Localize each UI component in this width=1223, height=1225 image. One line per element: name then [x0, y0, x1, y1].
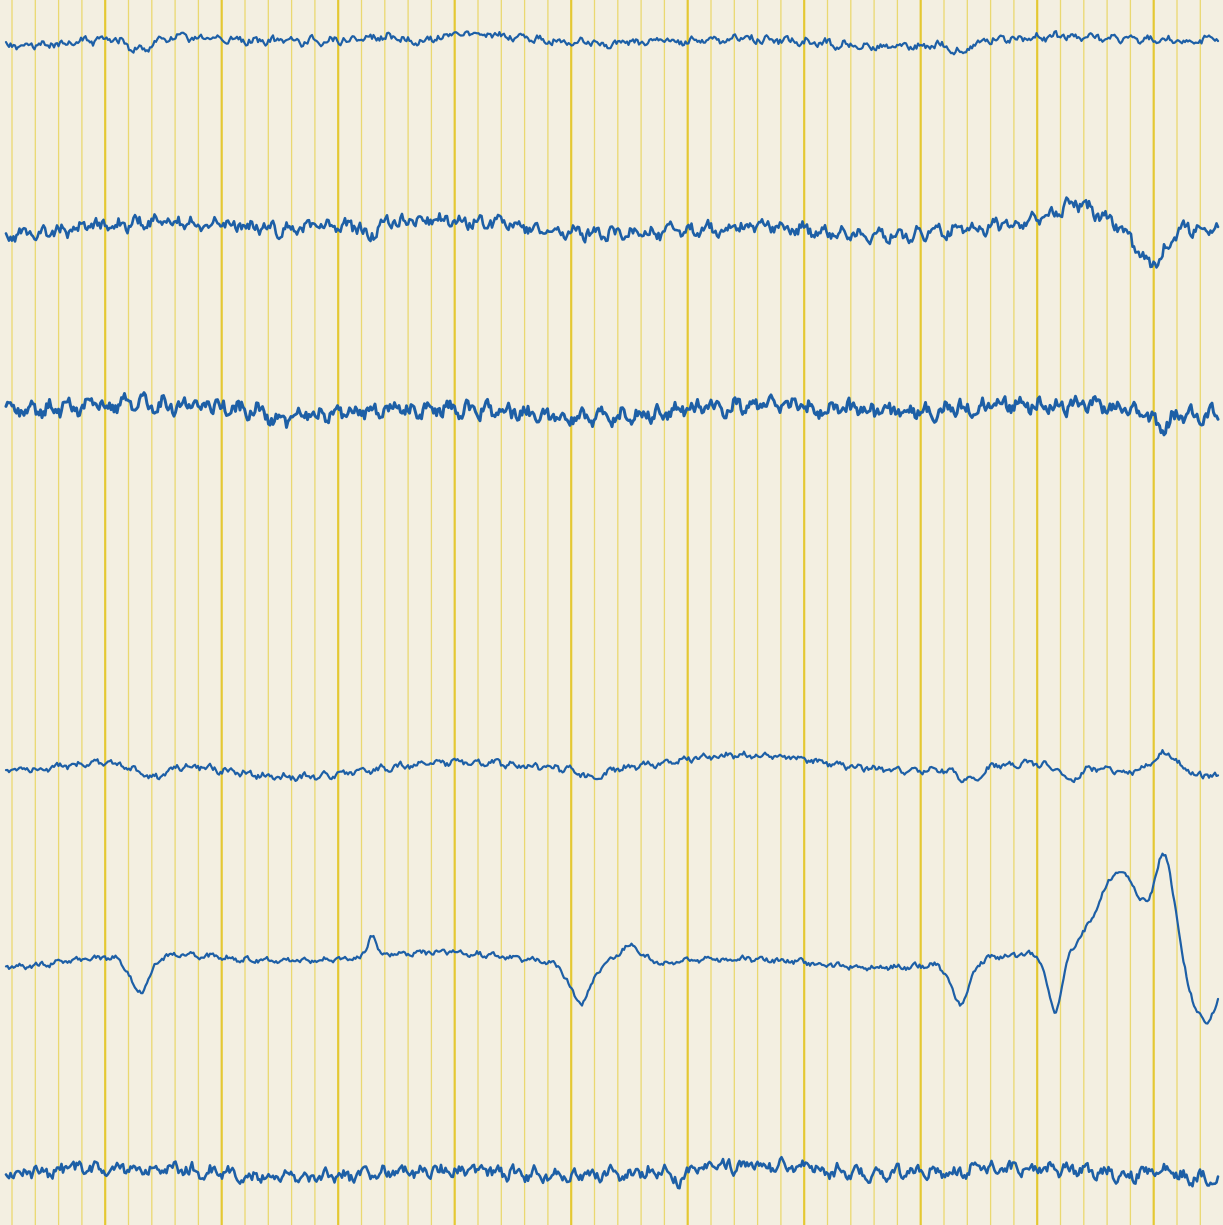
eeg-traces	[4, 30, 1220, 1190]
eeg-trace-channel-2	[4, 196, 1220, 269]
eeg-trace-channel-6	[4, 1155, 1220, 1190]
eeg-trace-channel-1	[4, 30, 1220, 56]
eeg-trace-channel-4	[4, 749, 1220, 784]
eeg-trace-channel-3	[4, 391, 1220, 437]
eeg-trace-channel-5	[4, 852, 1220, 1025]
chart-grid-lines	[11, 0, 1201, 1225]
